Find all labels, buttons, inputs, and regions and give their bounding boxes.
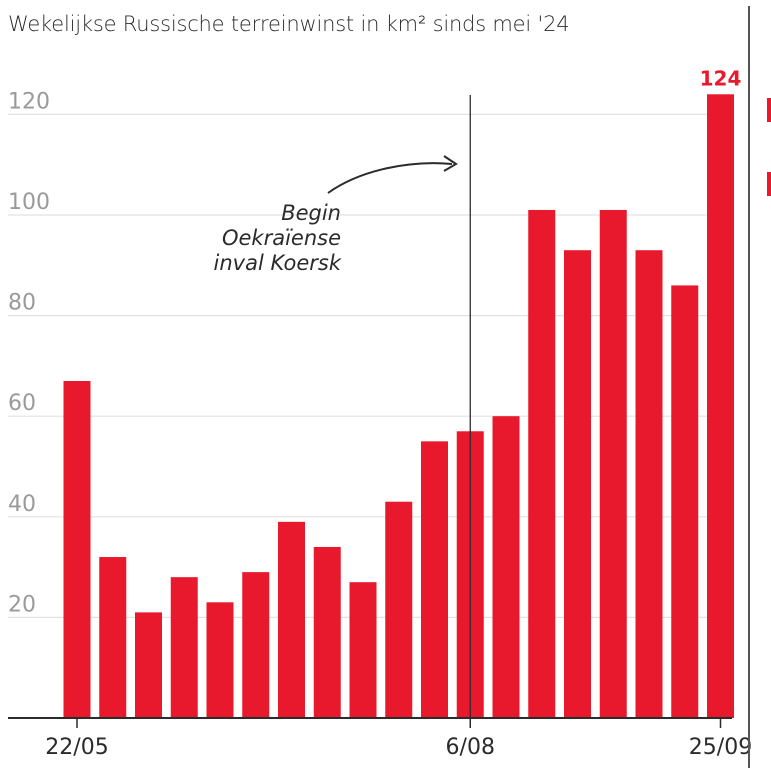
bar <box>313 546 341 718</box>
bar <box>492 416 520 718</box>
bar <box>99 557 127 718</box>
bar <box>421 441 448 718</box>
bar <box>278 521 305 718</box>
annotation-line: Oekraïense <box>222 226 341 250</box>
y-tick-label: 100 <box>8 190 50 215</box>
annotation-arrowhead <box>443 155 458 172</box>
bar <box>242 572 270 718</box>
bar <box>170 577 198 718</box>
bar <box>599 209 627 718</box>
gridlines <box>8 113 732 619</box>
bar <box>635 250 663 718</box>
annotation-line: inval Koersk <box>214 251 342 275</box>
bars <box>63 94 734 718</box>
bar <box>385 501 413 718</box>
bar <box>206 602 234 718</box>
y-axis-ticks: 20 40 60 80 100 120 <box>8 89 50 617</box>
y-tick-label: 20 <box>8 592 36 617</box>
annotation-arrow <box>327 162 453 194</box>
annotation-text: Begin Oekraïense inval Koersk <box>214 201 342 275</box>
x-tick-label: 25/09 <box>689 735 752 760</box>
x-axis-ticks: 22/05 6/08 25/09 <box>45 718 752 760</box>
bar <box>349 582 377 718</box>
chart-title: Wekelijkse Russische terreinwinst in km²… <box>8 12 570 36</box>
y-tick-label: 60 <box>8 391 36 416</box>
bar <box>707 94 734 718</box>
peak-value-label: 124 <box>700 66 742 90</box>
bar <box>528 209 556 718</box>
bar <box>564 250 591 718</box>
bar <box>671 285 699 718</box>
x-tick-label: 22/05 <box>45 735 108 760</box>
annotation: Begin Oekraïense inval Koersk <box>214 155 458 275</box>
annotation-line: Begin <box>281 201 341 225</box>
panel-divider <box>748 6 750 768</box>
y-tick-label: 80 <box>8 291 36 316</box>
x-tick-label: 6/08 <box>446 735 495 760</box>
bar <box>63 380 91 718</box>
bar <box>135 612 162 718</box>
y-tick-label: 120 <box>8 89 50 114</box>
y-tick-label: 40 <box>8 492 36 517</box>
cutoff-legend-swatch <box>767 98 771 122</box>
cutoff-legend-swatch <box>767 172 771 196</box>
